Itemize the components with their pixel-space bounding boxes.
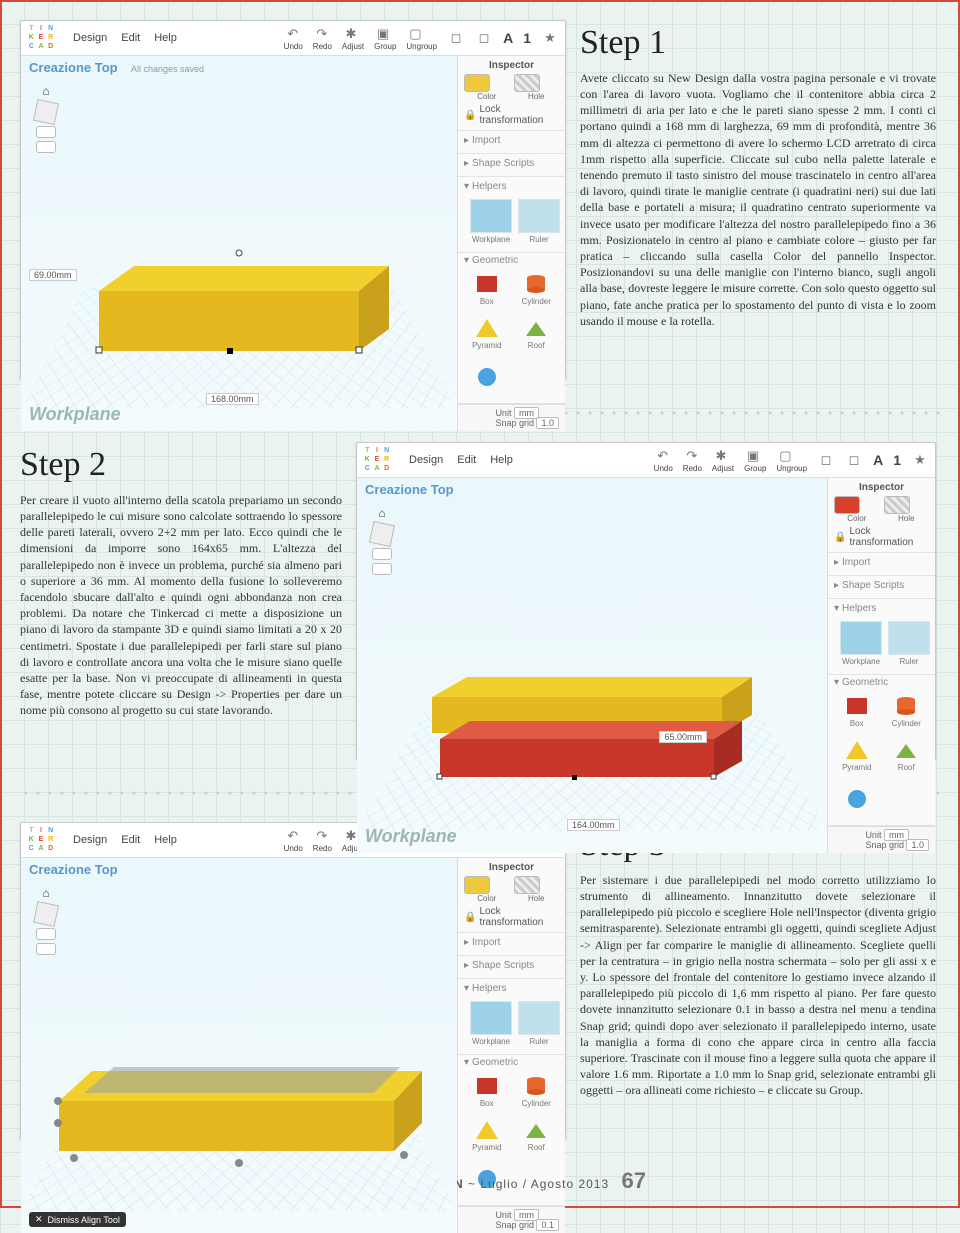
screenshot-step1: TIN KER CAD Design Edit Help ↶Undo ↷Redo… — [20, 20, 566, 380]
dim-height: 69.00mm — [29, 269, 77, 281]
ungroup-icon[interactable]: ▢ — [776, 448, 794, 464]
stage[interactable]: Creazione Top ⌂ ✕Dismiss Align Tool — [21, 858, 457, 1233]
group-icon[interactable]: ▣ — [374, 26, 392, 42]
snapgrid-select[interactable]: 1.0 — [536, 417, 559, 429]
save-status: All changes saved — [131, 64, 204, 74]
screenshot-step2: TIN KER CAD Design Edit Help ↶Undo ↷Redo… — [356, 442, 936, 760]
stage[interactable]: Creazione Top All changes saved ⌂ — [21, 56, 457, 431]
dice-d-icon[interactable]: ◻ — [447, 30, 465, 46]
workplane-thumb[interactable]: Workplane — [470, 199, 512, 244]
adjust-icon[interactable]: ✱ — [712, 448, 730, 464]
step2-title: Step 2 — [20, 442, 342, 488]
hole-chip[interactable] — [884, 496, 910, 514]
chevron-down-icon[interactable]: ▾ — [464, 181, 469, 192]
stage[interactable]: Creazione Top ⌂ 65.00mm 164.00mm Workpla… — [357, 478, 827, 853]
inspector-panel: Inspector Color Hole 🔒Lock transformatio… — [458, 56, 565, 131]
color-chip[interactable] — [464, 876, 490, 894]
dim-width: 168.00mm — [206, 393, 259, 405]
close-icon[interactable]: ✕ — [35, 1214, 43, 1225]
toolbar: TIN KER CAD Design Edit Help ↶Undo ↷Redo… — [21, 21, 565, 56]
chevron-right-icon[interactable]: ▸ — [464, 158, 469, 169]
star-icon[interactable]: ★ — [541, 30, 559, 46]
color-chip[interactable] — [834, 496, 860, 514]
redo-icon[interactable]: ↷ — [313, 26, 331, 42]
chevron-right-icon[interactable]: ▸ — [464, 135, 469, 146]
chevron-down-icon[interactable]: ▾ — [464, 255, 469, 266]
menu-design[interactable]: Design — [73, 32, 107, 44]
workplane-label: Workplane — [29, 404, 121, 425]
step1-text: Step 1 Avete cliccato su New Design dall… — [580, 20, 936, 329]
dismiss-align-toast[interactable]: ✕Dismiss Align Tool — [29, 1212, 126, 1227]
step3-row: TIN KER CAD Design Edit Help ↶Undo ↷Redo… — [20, 822, 940, 1140]
step1-row: TIN KER CAD Design Edit Help ↶Undo ↷Redo… — [20, 20, 940, 380]
lock-icon[interactable]: 🔒 — [834, 532, 846, 543]
ruler-thumb[interactable]: Ruler — [518, 199, 560, 244]
step1-title: Step 1 — [580, 20, 936, 66]
shape-cylinder[interactable]: Cylinder — [514, 269, 560, 309]
shape-box[interactable]: Box — [464, 269, 510, 309]
hole-chip[interactable] — [514, 876, 540, 894]
undo-icon[interactable]: ↶ — [654, 448, 672, 464]
side-panel: Inspector Color Hole 🔒Lock transformatio… — [457, 56, 565, 431]
menu-help[interactable]: Help — [154, 32, 177, 44]
two-boxes-solid — [412, 647, 772, 807]
tinkercad-logo: TIN KER CAD — [27, 827, 55, 853]
screenshot-step3: TIN KER CAD Design Edit Help ↶Undo ↷Redo… — [20, 822, 566, 1140]
project-title: Creazione Top — [29, 60, 118, 75]
star-icon[interactable]: ★ — [911, 452, 929, 468]
color-chip[interactable] — [464, 74, 490, 92]
ungroup-icon[interactable]: ▢ — [406, 26, 424, 42]
dice-d2-icon[interactable]: ◻ — [475, 30, 493, 46]
hole-chip[interactable] — [514, 74, 540, 92]
stage-footer: Unit mm Snap grid 1.0 — [458, 404, 565, 431]
step2-row: Step 2 Per creare il vuoto all'interno d… — [20, 442, 940, 760]
step2-body: Per creare il vuoto all'interno della sc… — [20, 492, 342, 719]
adjust-icon[interactable]: ✱ — [342, 26, 360, 42]
redo-icon[interactable]: ↷ — [683, 448, 701, 464]
shape-sphere[interactable] — [464, 357, 510, 397]
home-icon[interactable]: ⌂ — [42, 84, 49, 98]
undo-icon[interactable]: ↶ — [284, 26, 302, 42]
aligned-boxes — [44, 1023, 434, 1193]
tinkercad-logo: TIN KER CAD — [363, 447, 391, 473]
lock-icon[interactable]: 🔒 — [464, 110, 476, 121]
shape-roof[interactable]: Roof — [514, 313, 560, 353]
page-number: 67 — [622, 1168, 646, 1193]
group-icon[interactable]: ▣ — [744, 448, 762, 464]
step2-text: Step 2 Per creare il vuoto all'interno d… — [20, 442, 342, 719]
yellow-box-solid — [79, 221, 399, 371]
lock-icon[interactable]: 🔒 — [464, 912, 476, 923]
step3-text: Step 3 Per sistemare i due parallelepipe… — [580, 822, 936, 1099]
menu-edit[interactable]: Edit — [121, 32, 140, 44]
step3-body: Per sistemare i due parallelepipedi nel … — [580, 872, 936, 1099]
step1-body: Avete cliccato su New Design dalla vostr… — [580, 70, 936, 329]
shape-pyramid[interactable]: Pyramid — [464, 313, 510, 353]
tinkercad-logo: TIN KER CAD — [27, 25, 55, 51]
